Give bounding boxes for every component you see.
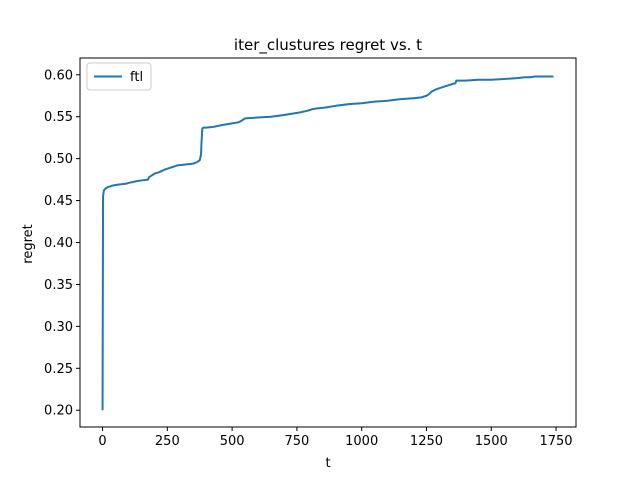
y-axis-label: regret bbox=[21, 224, 36, 263]
y-tick-label: 0.40 bbox=[44, 236, 73, 251]
x-tick-label: 500 bbox=[220, 434, 245, 449]
legend: ftl bbox=[86, 62, 152, 91]
y-tick-label: 0.45 bbox=[44, 194, 73, 209]
x-tick-label: 250 bbox=[155, 434, 180, 449]
x-tick-label: 1500 bbox=[475, 434, 508, 449]
y-tick-label: 0.35 bbox=[44, 278, 73, 293]
axes-layer: 0 250 500 750 1000 1250 1500 1750 0.20 0.25 0.30 0.… bbox=[44, 57, 577, 449]
y-tick-label: 0.25 bbox=[44, 362, 73, 377]
y-tick-label: 0.60 bbox=[44, 68, 73, 83]
x-tick-label: 1750 bbox=[539, 434, 572, 449]
y-tick-label: 0.20 bbox=[44, 404, 73, 419]
x-tick-label: 1000 bbox=[345, 434, 378, 449]
x-tick-label: 1250 bbox=[410, 434, 443, 449]
series-line-ftl bbox=[101, 75, 554, 411]
y-tick-label: 0.30 bbox=[44, 320, 73, 335]
y-tick-label: 0.55 bbox=[44, 110, 73, 125]
chart-title: iter_clustures regret vs. t bbox=[234, 36, 422, 55]
series-layer bbox=[101, 75, 554, 411]
x-tick-label: 0 bbox=[98, 434, 106, 449]
legend-label-ftl: ftl bbox=[130, 70, 143, 85]
y-tick-label: 0.50 bbox=[44, 152, 73, 167]
x-tick-label: 750 bbox=[284, 434, 309, 449]
x-axis-label: t bbox=[325, 456, 330, 471]
